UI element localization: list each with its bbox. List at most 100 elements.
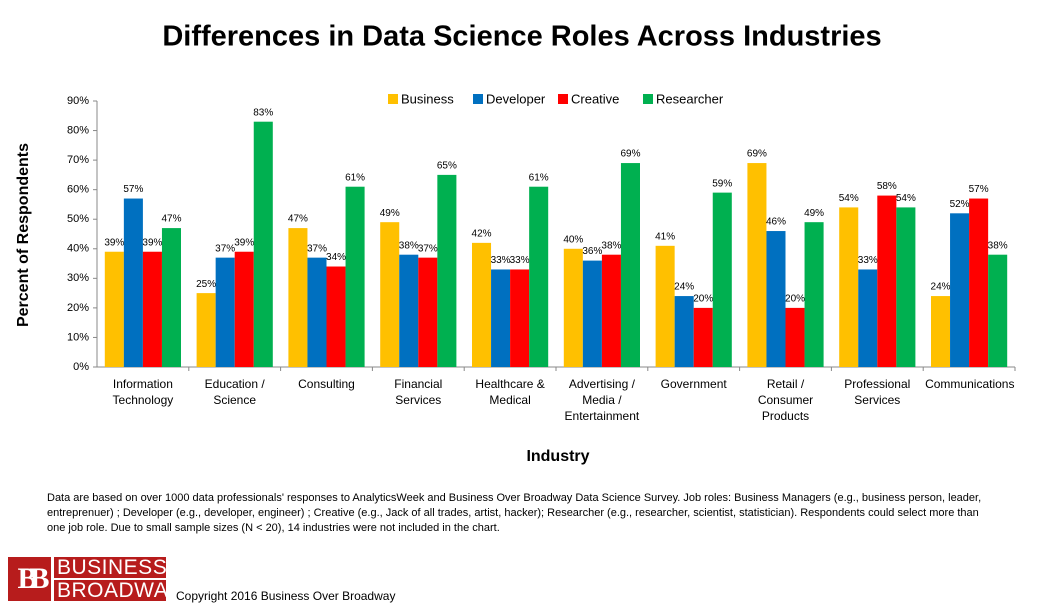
bar <box>288 228 308 367</box>
bar <box>491 269 511 367</box>
chart-title: Differences in Data Science Roles Across… <box>162 21 881 53</box>
data-label: 46% <box>766 217 786 228</box>
bar <box>529 186 549 367</box>
bar <box>601 254 621 367</box>
y-tick-label: 70% <box>67 154 89 166</box>
bar <box>858 269 878 367</box>
bar <box>418 257 438 367</box>
bar <box>510 269 530 367</box>
data-label: 20% <box>785 294 805 305</box>
bar <box>161 228 181 367</box>
bar <box>804 222 824 367</box>
bar <box>307 257 327 367</box>
data-label: 54% <box>896 193 916 204</box>
bar <box>969 198 989 367</box>
data-label: 57% <box>123 184 143 195</box>
legend-swatch <box>388 94 398 104</box>
legend-label: Creative <box>571 91 619 106</box>
data-label: 33% <box>510 255 530 266</box>
data-label: 36% <box>582 246 602 257</box>
bar <box>896 207 916 367</box>
y-tick-label: 40% <box>67 243 89 255</box>
data-label: 42% <box>472 229 492 240</box>
bar <box>839 207 859 367</box>
data-label: 39% <box>104 237 124 248</box>
data-label: 47% <box>161 214 181 225</box>
data-label: 59% <box>712 178 732 189</box>
data-label: 34% <box>326 252 346 263</box>
data-label: 24% <box>674 282 694 293</box>
y-tick-label: 10% <box>67 331 89 343</box>
data-label: 61% <box>529 172 549 183</box>
bar <box>563 248 583 367</box>
x-tick-label: Retail / Consumer Products <box>757 377 814 423</box>
bar <box>345 186 365 367</box>
bar <box>766 231 786 367</box>
data-label: 40% <box>563 234 583 245</box>
bar <box>380 222 400 367</box>
data-label: 83% <box>253 107 273 118</box>
bar <box>693 307 713 367</box>
bar <box>712 192 732 367</box>
y-tick-label: 20% <box>67 302 89 314</box>
bar <box>747 163 767 367</box>
legend-swatch <box>558 94 568 104</box>
data-label: 52% <box>950 199 970 210</box>
data-label: 33% <box>858 255 878 266</box>
x-tick-label: Financial Services <box>394 377 443 407</box>
data-label: 39% <box>142 237 162 248</box>
bar <box>931 296 951 367</box>
bar <box>196 293 216 367</box>
data-label: 24% <box>931 282 951 293</box>
legend-label: Business <box>401 91 454 106</box>
logo-text: BUSINESS BROADWAY <box>54 557 181 603</box>
y-tick-label: 60% <box>67 184 89 196</box>
data-label: 39% <box>234 237 254 248</box>
bar <box>123 198 143 367</box>
bar <box>104 251 124 367</box>
x-tick-label: Government <box>660 377 727 391</box>
data-label: 20% <box>693 294 713 305</box>
bar <box>437 174 457 367</box>
x-tick-label: Communications <box>925 377 1015 391</box>
data-label: 38% <box>988 240 1008 251</box>
bar <box>785 307 805 367</box>
bar <box>655 245 675 367</box>
bar <box>215 257 235 367</box>
y-tick-label: 30% <box>67 272 89 284</box>
data-label: 57% <box>969 184 989 195</box>
y-axis-title: Percent of Respondents <box>15 143 32 327</box>
x-tick-label: Advertising / Media / Entertainment <box>564 377 640 423</box>
x-tick-label: Professional Services <box>844 377 911 407</box>
x-axis-title: Industry <box>526 448 589 465</box>
data-label: 37% <box>307 243 327 254</box>
y-tick-label: 80% <box>67 124 89 136</box>
data-label: 38% <box>399 240 419 251</box>
bar <box>950 213 970 367</box>
data-label: 37% <box>215 243 235 254</box>
y-tick-label: 0% <box>73 361 89 373</box>
legend-swatch <box>643 94 653 104</box>
data-label: 25% <box>196 279 216 290</box>
bar <box>582 260 602 367</box>
bar <box>253 121 273 367</box>
x-tick-label: Information Technology <box>112 377 174 407</box>
logo-mark: BB <box>8 557 51 601</box>
data-label: 69% <box>747 149 767 160</box>
footnote: Data are based on over 1000 data profess… <box>47 492 982 534</box>
x-tick-label: Consulting <box>298 377 355 391</box>
bar <box>877 195 897 367</box>
legend-label: Developer <box>486 91 546 106</box>
data-label: 49% <box>380 208 400 219</box>
y-tick-label: 90% <box>67 95 89 107</box>
data-label: 61% <box>345 172 365 183</box>
data-label: 37% <box>418 243 438 254</box>
copyright: Copyright 2016 Business Over Broadway <box>176 589 396 603</box>
data-label: 69% <box>620 149 640 160</box>
bar <box>234 251 254 367</box>
data-label: 33% <box>491 255 511 266</box>
data-label: 65% <box>437 161 457 172</box>
bar <box>142 251 162 367</box>
